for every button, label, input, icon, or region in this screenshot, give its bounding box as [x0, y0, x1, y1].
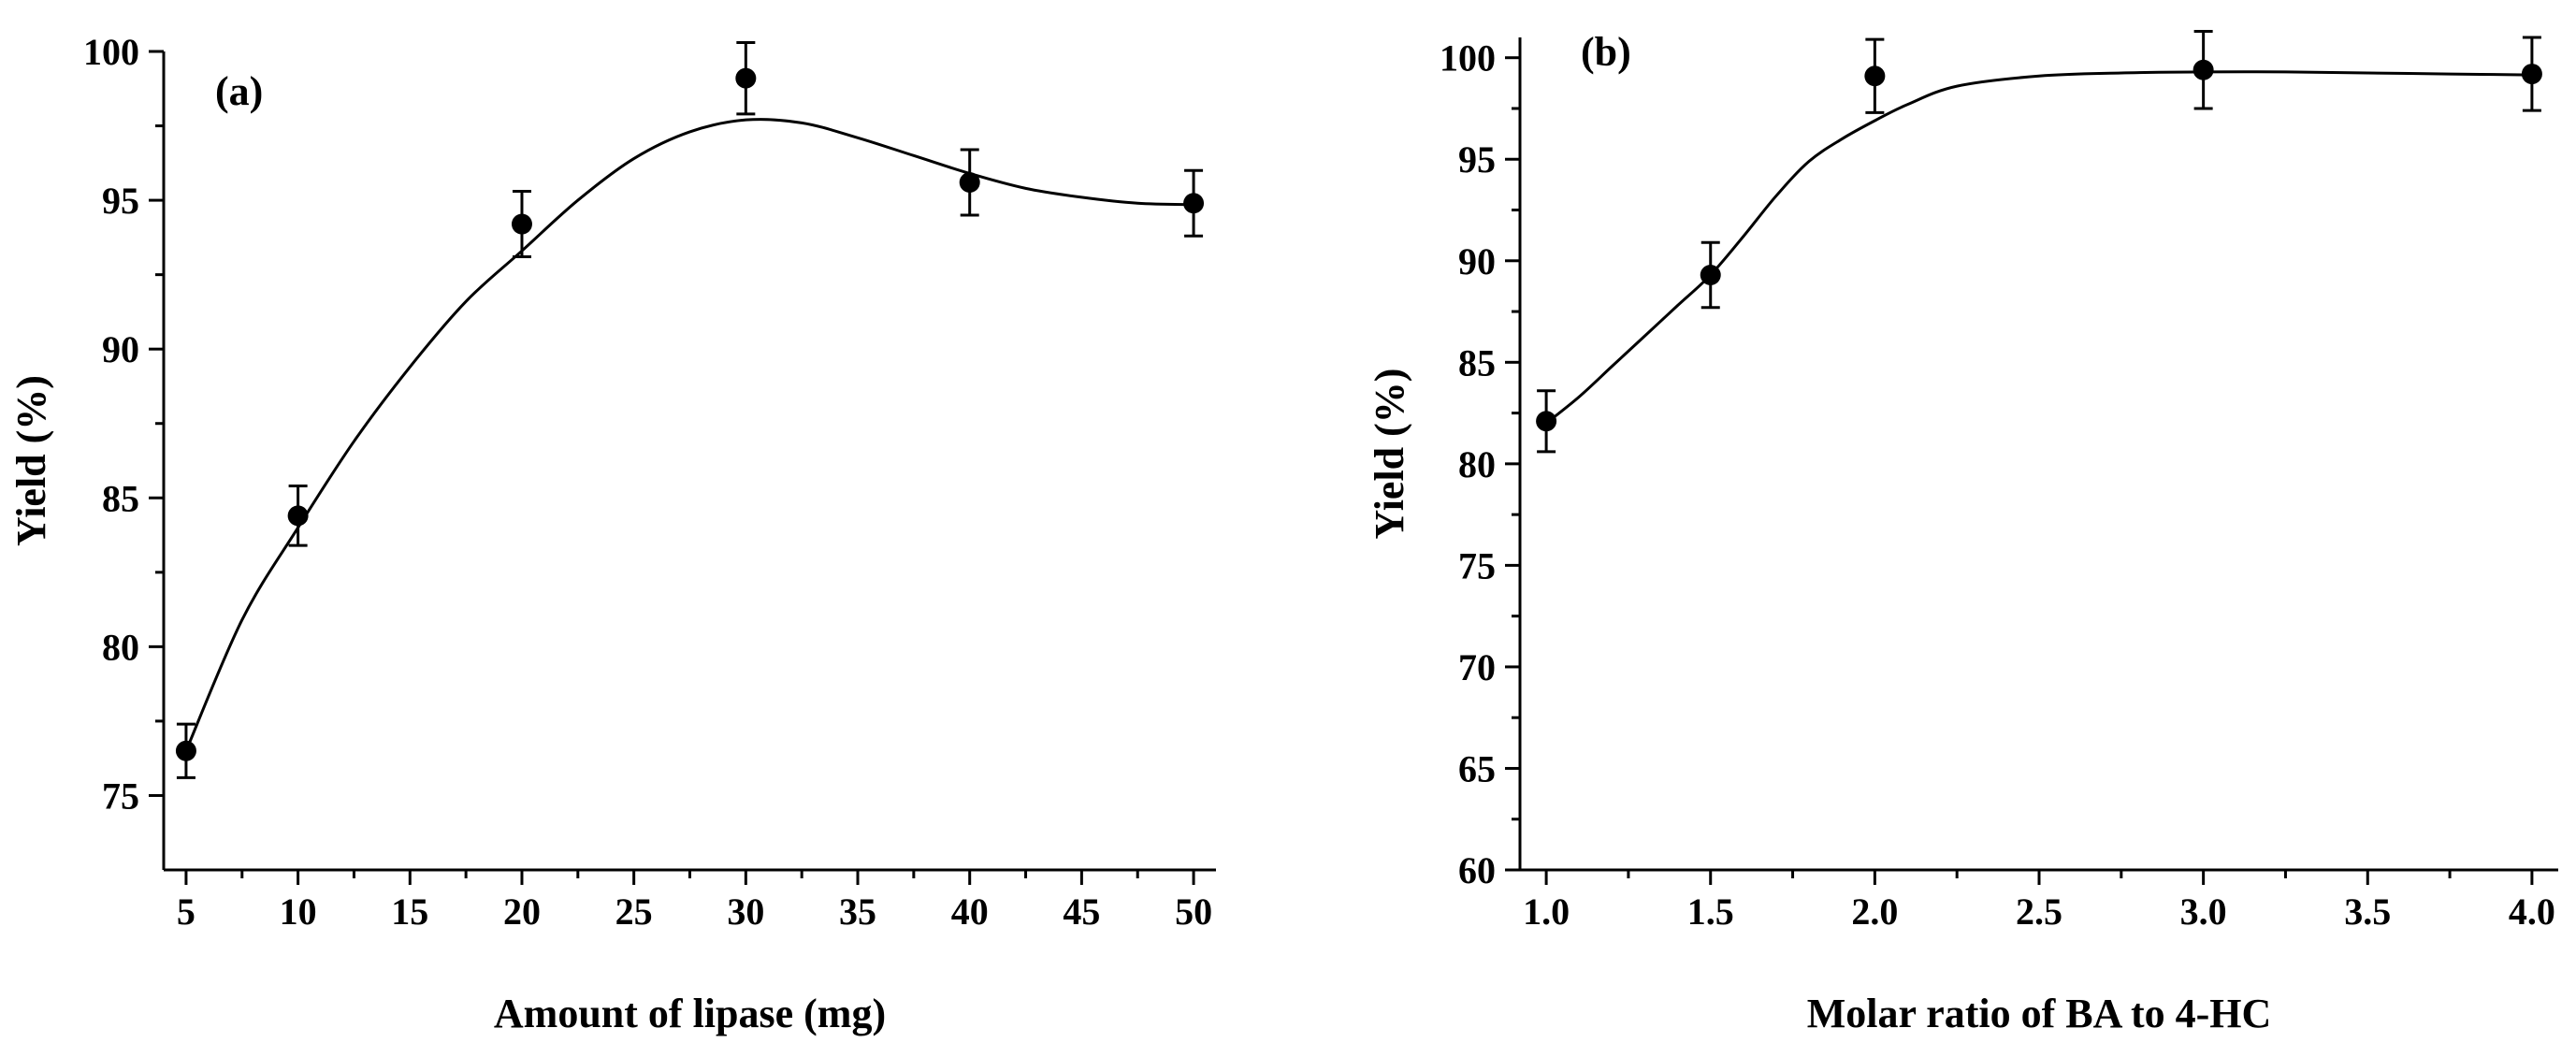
x-axis-title: Molar ratio of BA to 4-HC [1807, 991, 2272, 1036]
y-tick-label: 70 [1458, 646, 1496, 688]
y-tick-label: 65 [1458, 747, 1496, 789]
panel-a-yield-vs-lipase: 5 10 15 20 25 30 35 40 45 50 75 80 85 90 95 100 Amount o… [8, 31, 1216, 1036]
data-point [959, 172, 980, 193]
data-point [1183, 193, 1205, 214]
x-tick-label: 30 [727, 890, 764, 933]
y-tick-label: 90 [1458, 240, 1496, 282]
y-tick-label: 80 [1458, 443, 1496, 485]
y-tick-label: 100 [1440, 37, 1496, 80]
x-tick-label: 20 [503, 890, 541, 933]
x-tick-label: 45 [1063, 890, 1100, 933]
data-point [1864, 65, 1886, 87]
fit-curve [184, 118, 1194, 752]
panel-label: (a) [215, 68, 263, 114]
x-tick-label: 2.0 [1851, 890, 1898, 933]
data-point [2192, 59, 2214, 80]
x-tick-label: 1.5 [1687, 890, 1734, 933]
data-point [2521, 64, 2542, 85]
data-point [287, 505, 309, 527]
x-tick-label: 15 [391, 890, 428, 933]
x-tick-label: 50 [1175, 890, 1212, 933]
x-tick-label: 35 [839, 890, 876, 933]
x-tick-label: 1.0 [1523, 890, 1570, 933]
y-tick-label: 75 [1458, 544, 1496, 586]
y-tick-label: 85 [1458, 341, 1496, 384]
y-axis-title: Yield (%) [8, 375, 54, 546]
y-tick-label: 75 [102, 775, 139, 817]
y-tick-label: 95 [1458, 138, 1496, 181]
y-tick-label: 95 [102, 180, 139, 222]
data-point [735, 67, 757, 89]
data-point [511, 213, 532, 235]
y-tick-label: 90 [102, 328, 139, 370]
y-axis-title: Yield (%) [1367, 369, 1412, 540]
x-tick-label: 4.0 [2509, 890, 2555, 933]
x-axis-title: Amount of lipase (mg) [494, 991, 886, 1036]
x-tick-label: 40 [951, 890, 989, 933]
data-point [175, 740, 196, 761]
y-tick-label: 100 [83, 31, 139, 73]
x-tick-label: 3.0 [2180, 890, 2227, 933]
data-point [1700, 264, 1721, 285]
y-tick-label: 85 [102, 477, 139, 519]
y-tick-label: 60 [1458, 849, 1496, 891]
data-point [1536, 411, 1557, 432]
y-tick-label: 80 [102, 626, 139, 668]
x-tick-label: 25 [615, 890, 653, 933]
panel-b-yield-vs-molar-ratio: 1.0 1.5 2.0 2.5 3.0 3.5 4.0 60 65 70 75 80 85 90 95 100… [1367, 29, 2558, 1036]
x-tick-label: 2.5 [2016, 890, 2062, 933]
x-tick-label: 10 [280, 890, 317, 933]
fit-curve [1545, 70, 2532, 425]
panel-label: (b) [1581, 29, 1631, 75]
x-tick-label: 3.5 [2344, 890, 2391, 933]
x-tick-label: 5 [177, 890, 195, 933]
